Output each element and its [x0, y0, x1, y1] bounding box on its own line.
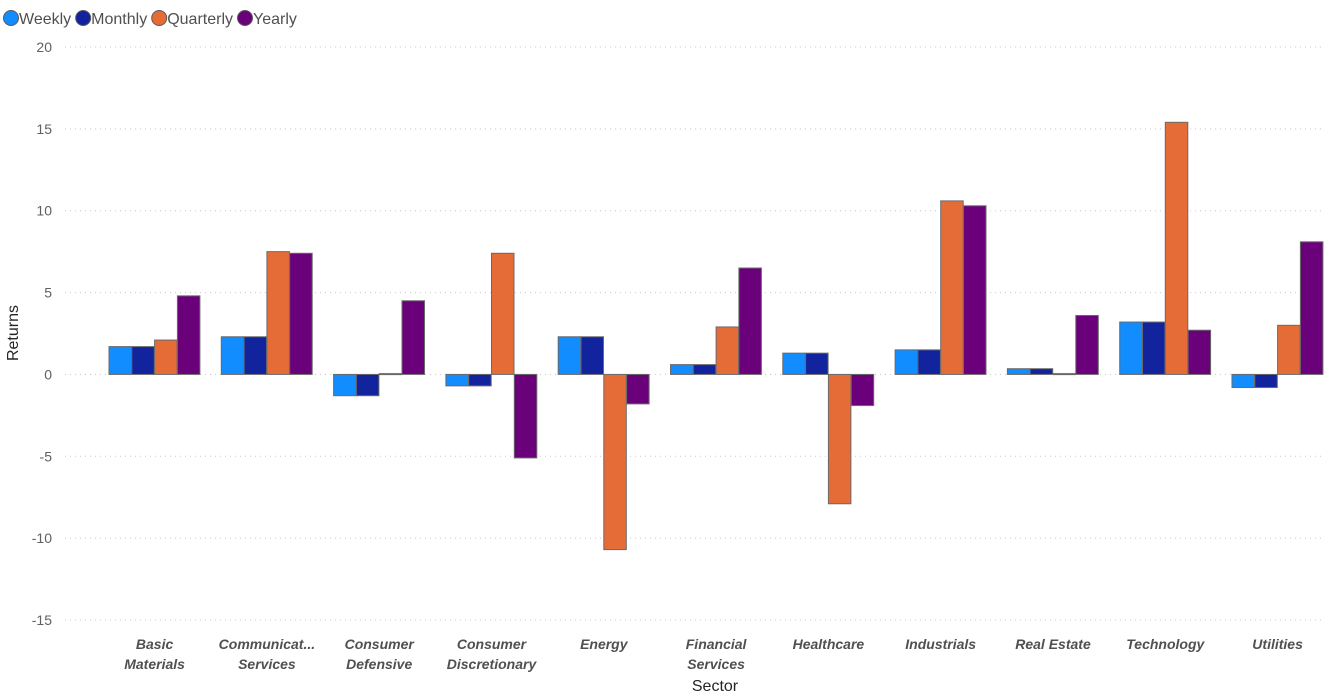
bar-monthly-basic-materials[interactable]	[131, 346, 155, 375]
legend-marker	[151, 10, 168, 26]
legend-item-yearly[interactable]: Yearly	[237, 10, 297, 29]
y-tick-label: 0	[44, 366, 52, 382]
bar-weekly-industrials[interactable]	[894, 349, 919, 375]
bar-weekly-financial-services[interactable]	[670, 364, 694, 375]
bar-monthly-financial-services[interactable]	[692, 364, 717, 375]
y-tick-label: 15	[36, 121, 52, 137]
bar-weekly-healthcare[interactable]	[782, 352, 806, 375]
y-tick-label: -5	[40, 448, 53, 464]
bar-quarterly-energy[interactable]	[603, 373, 627, 551]
x-tick-label: Consumer Discretionary	[447, 636, 538, 672]
legend-item-weekly[interactable]: Weekly	[3, 10, 72, 29]
bar-quarterly-utilities[interactable]	[1277, 324, 1301, 375]
x-tick-label: Healthcare	[793, 636, 865, 652]
x-tick-label: Technology	[1126, 636, 1205, 652]
bar-yearly-financial-services[interactable]	[738, 267, 762, 375]
bar-yearly-communicat-services[interactable]	[289, 252, 313, 375]
bar-yearly-utilities[interactable]	[1299, 241, 1324, 375]
bar-yearly-basic-materials[interactable]	[176, 295, 201, 375]
bar-yearly-real-estate[interactable]	[1075, 314, 1099, 375]
bar-quarterly-industrials[interactable]	[940, 200, 964, 375]
bar-weekly-communicat-services[interactable]	[220, 336, 245, 375]
bar-quarterly-healthcare[interactable]	[827, 373, 852, 505]
y-tick-label: 10	[36, 203, 52, 219]
chart-legend[interactable]: Weekly Monthly Quarterly Yearly	[3, 10, 297, 29]
bar-monthly-utilities[interactable]	[1254, 373, 1278, 389]
legend-label: Quarterly	[167, 11, 233, 28]
bar-monthly-healthcare[interactable]	[805, 352, 829, 375]
bar-weekly-basic-materials[interactable]	[108, 346, 132, 375]
x-axis-title: Sector	[692, 678, 739, 693]
x-tick-label: Industrials	[905, 636, 976, 652]
legend-marker	[75, 10, 92, 26]
bar-weekly-consumer-defensive[interactable]	[333, 373, 357, 397]
y-axis-ticks: 20 15 10 5 0 -5 -10 -15	[32, 39, 52, 628]
legend-marker	[3, 10, 19, 26]
bar-weekly-utilities[interactable]	[1231, 373, 1255, 389]
bars[interactable]	[108, 121, 1324, 551]
bar-quarterly-consumer-defensive[interactable]	[378, 373, 403, 376]
x-tick-label: Energy	[580, 636, 629, 652]
bar-yearly-consumer-defensive[interactable]	[401, 300, 425, 375]
bar-quarterly-financial-services[interactable]	[715, 326, 740, 375]
bar-monthly-consumer-defensive[interactable]	[355, 373, 380, 397]
bar-weekly-real-estate[interactable]	[1006, 368, 1031, 375]
x-tick-label: Consumer Defensive	[345, 636, 416, 672]
y-tick-label: -15	[32, 612, 52, 628]
legend-item-monthly[interactable]: Monthly	[75, 10, 148, 29]
bar-monthly-consumer-discretionary[interactable]	[468, 373, 492, 387]
x-tick-label: Communicat... Services	[219, 636, 315, 672]
bar-yearly-consumer-discretionary[interactable]	[513, 373, 538, 459]
x-tick-label: Real Estate	[1015, 636, 1091, 652]
bar-monthly-industrials[interactable]	[917, 349, 941, 375]
legend-label: Weekly	[19, 11, 71, 28]
bar-quarterly-technology[interactable]	[1164, 121, 1189, 375]
legend-marker	[237, 10, 253, 26]
y-axis-title: Returns	[5, 305, 22, 361]
y-tick-label: 5	[44, 285, 52, 301]
bar-monthly-energy[interactable]	[580, 336, 604, 375]
legend-label: Yearly	[253, 11, 297, 28]
bar-weekly-consumer-discretionary[interactable]	[445, 373, 469, 387]
y-tick-label: 20	[36, 39, 52, 55]
bar-monthly-communicat-services[interactable]	[243, 336, 268, 375]
x-axis-ticks: Basic Materials Communicat... Services Consu…	[124, 636, 1303, 672]
x-tick-label: Basic Materials	[124, 636, 185, 672]
y-tick-label: -10	[32, 530, 52, 546]
bar-monthly-technology[interactable]	[1142, 321, 1166, 375]
x-tick-label: Financial Services	[686, 636, 748, 672]
bar-quarterly-real-estate[interactable]	[1052, 373, 1076, 376]
legend-item-quarterly[interactable]: Quarterly	[151, 10, 233, 29]
bar-yearly-energy[interactable]	[626, 373, 650, 405]
legend-label: Monthly	[91, 11, 147, 28]
bar-quarterly-communicat-services[interactable]	[266, 251, 290, 375]
bar-yearly-technology[interactable]	[1187, 329, 1212, 375]
bar-quarterly-basic-materials[interactable]	[154, 339, 178, 375]
bar-weekly-energy[interactable]	[557, 336, 582, 375]
bar-yearly-industrials[interactable]	[963, 205, 987, 375]
bar-monthly-real-estate[interactable]	[1029, 368, 1054, 375]
bar-quarterly-consumer-discretionary[interactable]	[491, 252, 515, 375]
bar-weekly-technology[interactable]	[1119, 321, 1143, 375]
bar-yearly-healthcare[interactable]	[850, 373, 875, 407]
x-tick-label: Utilities	[1252, 636, 1303, 652]
